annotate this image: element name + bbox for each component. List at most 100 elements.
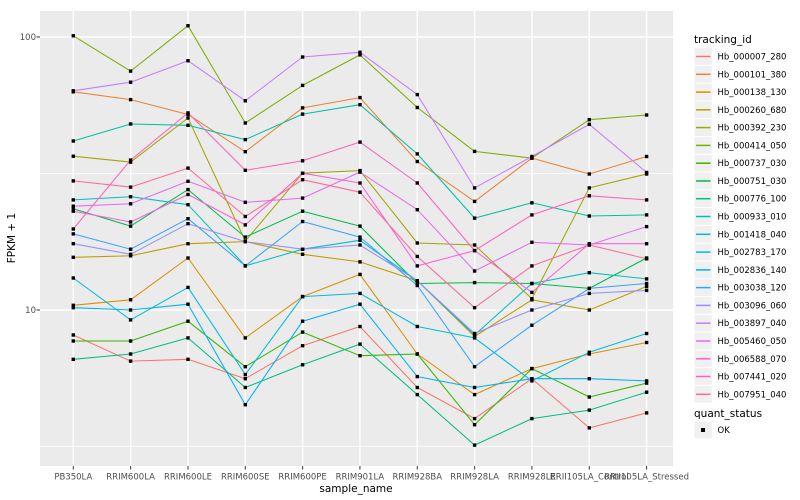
data-point — [71, 139, 75, 143]
data-point — [358, 238, 362, 242]
data-point — [415, 92, 419, 97]
data-point — [644, 381, 649, 385]
y-tick-label-100: 100 — [20, 33, 36, 43]
data-point — [415, 159, 419, 164]
x-tick-label: RRIM600SE — [221, 473, 270, 483]
legend-item-label: Hb_002836_140 — [718, 266, 787, 276]
data-point — [128, 195, 133, 199]
data-point — [358, 235, 362, 239]
legend-item-Hb_003038_120: Hb_003038_120 — [694, 279, 786, 296]
data-point — [415, 352, 419, 356]
data-point — [186, 217, 190, 221]
data-point — [358, 103, 362, 107]
data-point — [644, 170, 649, 175]
legend-item-label: Hb_000933_010 — [718, 213, 787, 223]
data-point — [243, 137, 247, 142]
data-point — [415, 181, 419, 185]
data-point — [530, 201, 534, 205]
x-axis-title: sample_name — [319, 483, 392, 495]
data-point — [358, 224, 362, 228]
data-point — [472, 280, 477, 285]
data-point — [243, 235, 247, 239]
data-point — [300, 330, 305, 334]
data-point — [71, 154, 75, 158]
legend-item-label: Hb_000776_100 — [718, 195, 787, 205]
data-point — [243, 264, 247, 268]
data-point — [71, 207, 75, 211]
data-point — [472, 306, 477, 310]
data-point — [530, 416, 534, 421]
legend-item-label: Hb_003096_060 — [718, 301, 787, 311]
x-tick-label: RRII105LA_Stressed — [604, 473, 689, 483]
data-point — [128, 158, 133, 162]
data-point — [530, 377, 534, 381]
data-point — [415, 385, 419, 390]
data-point — [128, 352, 133, 356]
data-point — [186, 336, 190, 340]
data-point — [71, 306, 75, 310]
data-point — [644, 390, 649, 394]
data-point — [358, 260, 362, 264]
legend-item-Hb_005460_050: Hb_005460_050 — [694, 332, 786, 350]
data-point — [644, 277, 649, 281]
data-point — [644, 340, 649, 345]
data-point — [587, 186, 591, 190]
data-point — [587, 350, 591, 354]
data-point — [587, 172, 591, 176]
data-point — [587, 194, 591, 198]
legend-item-label: Hb_000007_280 — [718, 53, 787, 63]
data-point — [128, 308, 133, 312]
data-point — [300, 294, 305, 299]
data-point — [186, 319, 190, 323]
data-point — [128, 339, 133, 343]
data-point — [128, 220, 133, 224]
data-point — [472, 216, 477, 220]
data-point — [71, 339, 75, 343]
y-tick-label-10: 10 — [25, 306, 36, 316]
data-point — [186, 59, 190, 63]
data-point — [300, 252, 305, 256]
data-point — [300, 159, 305, 163]
data-point — [243, 377, 247, 381]
data-point — [300, 196, 305, 200]
data-point — [358, 170, 362, 174]
legend-item-Hb_000414_050: Hb_000414_050 — [694, 137, 787, 154]
data-point — [530, 366, 534, 371]
data-point — [243, 403, 247, 407]
x-tick-label: RRIM928LE — [508, 473, 556, 483]
legend-item-Hb_006588_070: Hb_006588_070 — [694, 350, 787, 368]
data-point — [186, 302, 190, 306]
data-point — [300, 171, 305, 175]
data-point — [530, 213, 534, 217]
legend-item-Hb_000101_380: Hb_000101_380 — [694, 65, 786, 83]
data-point — [300, 344, 305, 348]
data-point — [71, 255, 75, 259]
legend-item-Hb_000007_280: Hb_000007_280 — [694, 48, 787, 65]
legend-item-label: Hb_006588_070 — [718, 355, 787, 365]
quant-ok-marker-icon — [701, 428, 705, 432]
legend-item-label: Hb_000414_050 — [718, 141, 787, 151]
x-tick-label: RRIM901LA — [336, 473, 385, 483]
legend-item-label: Hb_000392_230 — [718, 124, 787, 134]
data-point — [128, 359, 133, 363]
data-point — [300, 319, 305, 323]
legend-item-label-ok: OK — [718, 426, 731, 436]
data-point — [644, 113, 649, 117]
data-point — [358, 50, 362, 54]
data-point — [186, 123, 190, 127]
data-point — [128, 318, 133, 322]
data-point — [644, 284, 649, 289]
data-point — [186, 116, 190, 120]
data-point — [300, 209, 305, 213]
legend-item-label: Hb_000751_030 — [718, 177, 787, 187]
data-point — [472, 385, 477, 390]
data-point — [358, 291, 362, 296]
data-point — [587, 286, 591, 291]
data-point — [186, 222, 190, 226]
x-tick-label: RRII105LA_Control — [550, 473, 629, 483]
data-point — [472, 248, 477, 253]
data-point — [186, 357, 190, 361]
legend-item-Hb_003096_060: Hb_003096_060 — [694, 297, 787, 314]
data-point — [358, 181, 362, 185]
data-point — [472, 392, 477, 397]
